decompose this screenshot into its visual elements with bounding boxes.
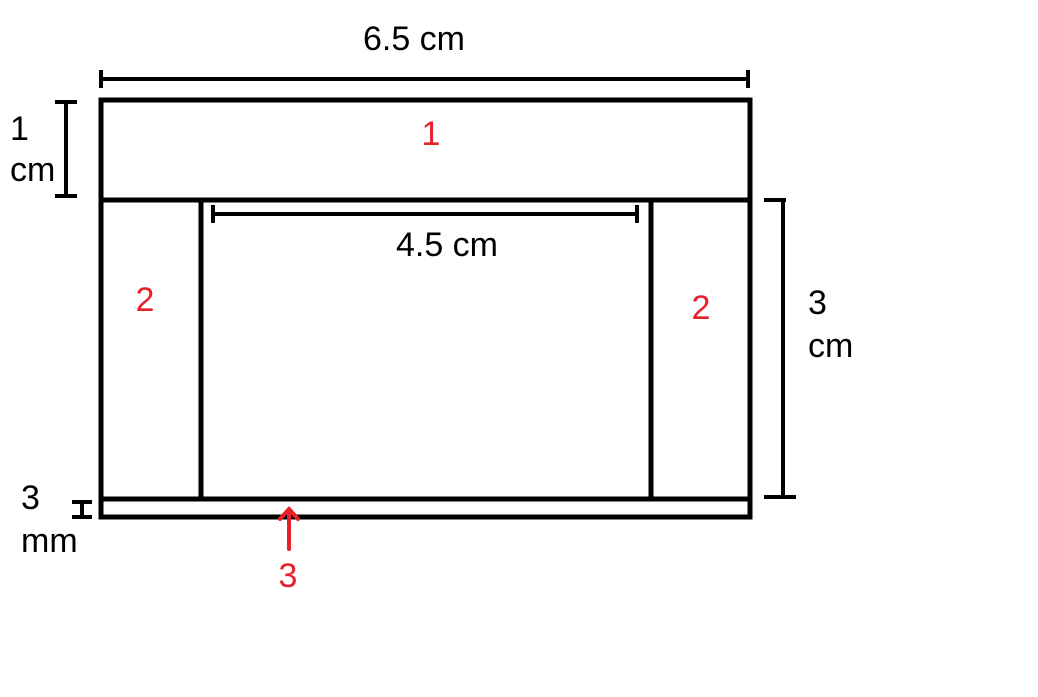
part-label-bottom: 3 [279,557,298,595]
inner-width-dimension-line [211,205,639,223]
bottom-height-label-value: 3 [21,479,40,517]
dimension-lines [55,70,796,519]
side-height-dimension-line [764,198,796,499]
outer-rectangle [98,97,753,520]
bottom-height-dimension-line [72,500,92,519]
box-outline [98,97,753,520]
top-height-label-unit: cm [10,151,55,189]
up-arrow-icon [278,506,300,551]
part-label-left: 2 [136,281,155,319]
top-height-label-value: 1 [10,110,29,148]
bottom-height-label-unit: mm [21,522,78,560]
part-label-top: 1 [422,115,441,153]
inner-width-label: 4.5 cm [396,226,498,264]
side-height-label-value: 3 [808,284,827,322]
width-label: 6.5 cm [363,20,465,58]
side-height-label-unit: cm [808,327,853,365]
top-height-dimension-line [55,100,77,198]
width-dimension-line [99,70,750,88]
part-label-right: 2 [692,289,711,327]
